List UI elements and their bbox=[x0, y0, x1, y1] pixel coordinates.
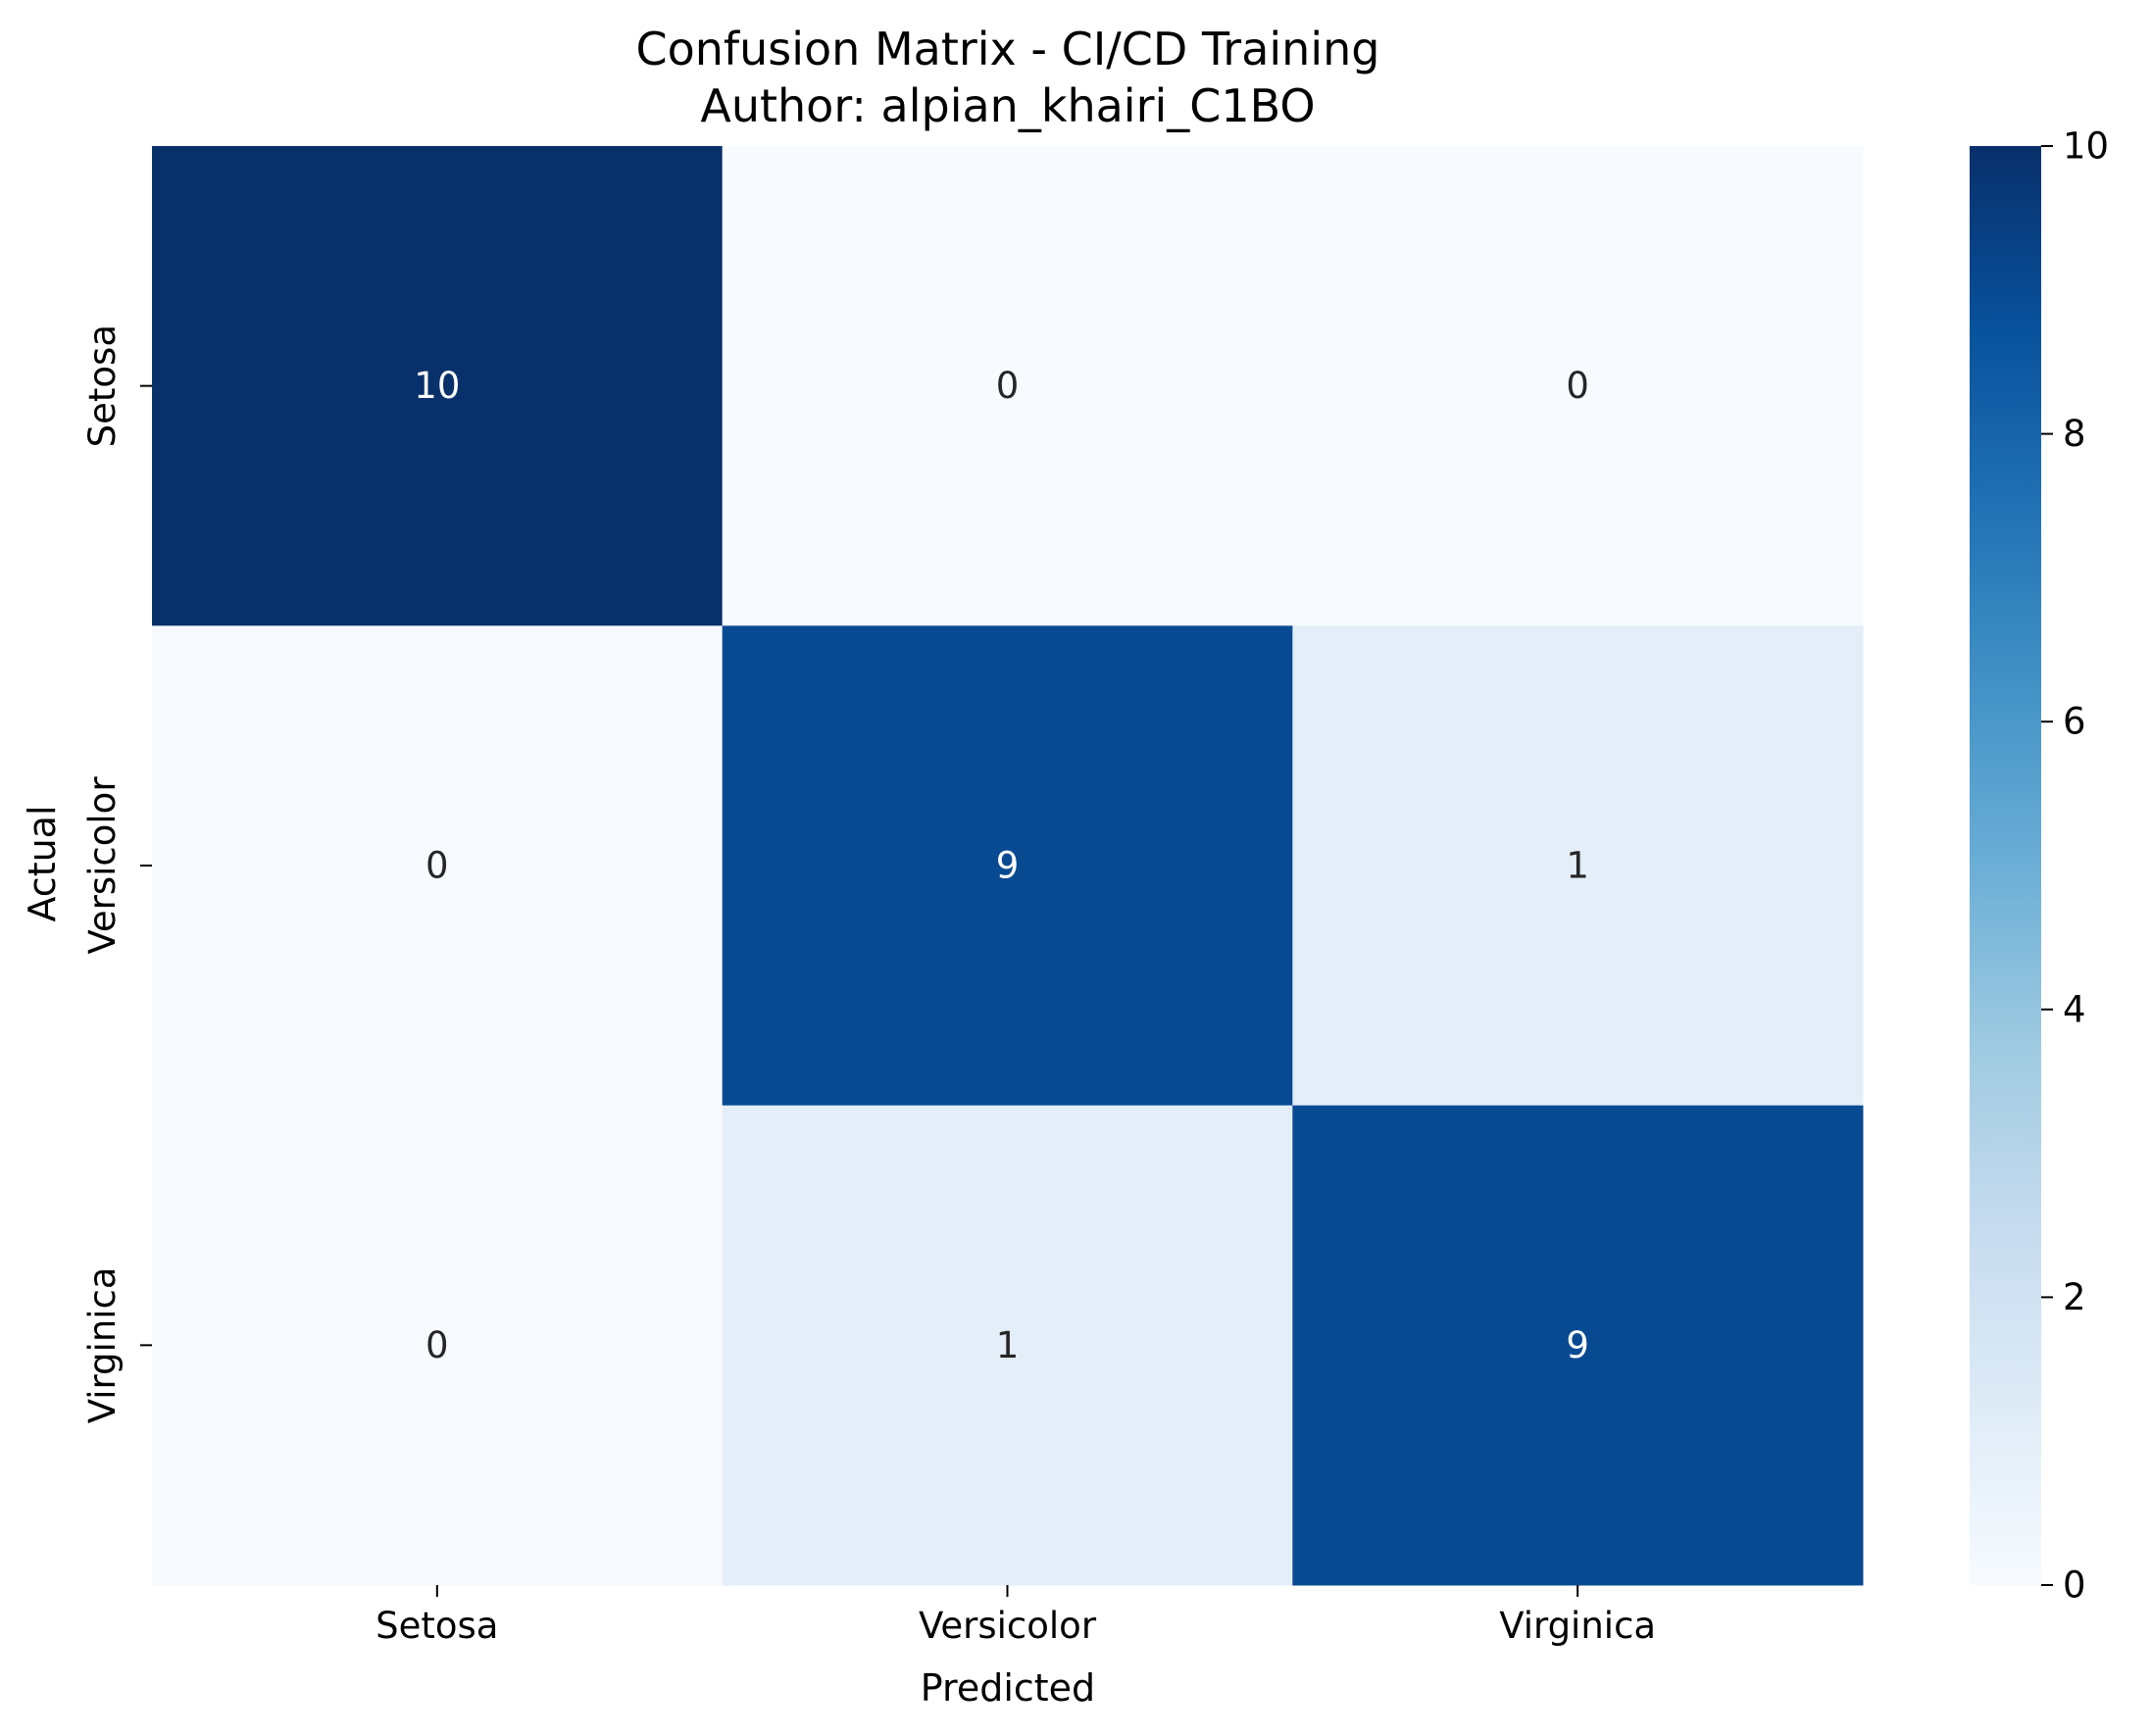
cell-value-label: 10 bbox=[414, 365, 460, 407]
colorbar-tick-label: 2 bbox=[2063, 1276, 2086, 1318]
colorbar-tick-label: 6 bbox=[2063, 701, 2086, 743]
cell-value-label: 9 bbox=[996, 845, 1020, 887]
colorbar-tick-label: 4 bbox=[2063, 988, 2086, 1030]
cell-value-label: 0 bbox=[425, 1324, 449, 1366]
cell-value-label: 0 bbox=[996, 365, 1020, 407]
x-tick-label: Versicolor bbox=[919, 1605, 1097, 1647]
heatmap-cell bbox=[1292, 146, 1864, 626]
x-tick-label: Virginica bbox=[1499, 1605, 1656, 1647]
cell-value-label: 1 bbox=[996, 1324, 1020, 1366]
y-axis-label: Actual bbox=[21, 805, 64, 921]
heatmap-cell bbox=[152, 146, 724, 626]
heatmap-cell bbox=[1292, 625, 1864, 1107]
heatmap-grid: 10 0 00 9 10 1 9 bbox=[152, 146, 1864, 1586]
heatmap-cell bbox=[152, 625, 724, 1107]
chart-subtitle: Author: alpian_khairi_C1BO bbox=[700, 79, 1315, 132]
cell-value-label: 9 bbox=[1566, 1324, 1589, 1366]
colorbar-tick-label: 0 bbox=[2063, 1564, 2086, 1607]
cell-value-label: 1 bbox=[1566, 845, 1589, 887]
cell-value-label: 0 bbox=[1566, 365, 1589, 407]
cell-value-label: 0 bbox=[425, 845, 449, 887]
colorbar bbox=[1970, 146, 2041, 1585]
heatmap-cell bbox=[722, 625, 1293, 1107]
y-tick-label: Setosa bbox=[81, 324, 124, 447]
colorbar-tick-label: 10 bbox=[2063, 125, 2109, 168]
x-tick-label: Setosa bbox=[375, 1605, 498, 1647]
chart-title: Confusion Matrix - CI/CD Training bbox=[636, 23, 1380, 75]
y-axis-ticks: Setosa Versicolor Virginica bbox=[81, 324, 152, 1423]
heatmap-cell bbox=[722, 146, 1293, 626]
colorbar-ticks: 0 2 4 6 8 10 bbox=[2041, 125, 2109, 1607]
heatmap-cell bbox=[1292, 1105, 1864, 1586]
x-axis-ticks: Setosa Versicolor Virginica bbox=[375, 1585, 1656, 1647]
x-axis-label: Predicted bbox=[921, 1666, 1095, 1710]
y-tick-label: Virginica bbox=[81, 1266, 124, 1423]
colorbar-tick-label: 8 bbox=[2063, 413, 2086, 455]
heatmap-cell bbox=[152, 1105, 724, 1586]
y-tick-label: Versicolor bbox=[81, 776, 124, 955]
heatmap-cell bbox=[722, 1105, 1293, 1586]
